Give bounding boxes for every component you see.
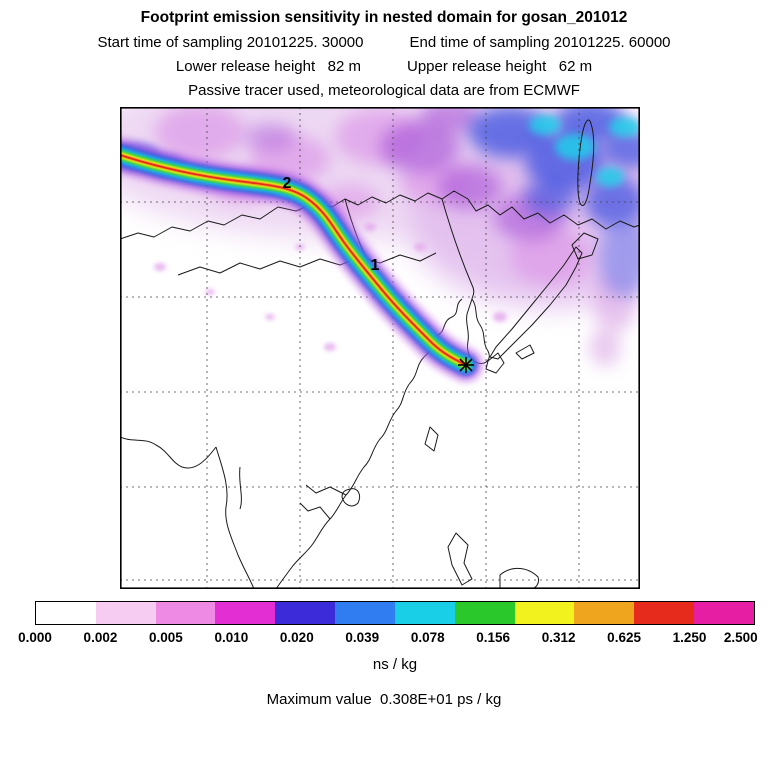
colorbar-units-label: ns / kg [372, 656, 418, 673]
sampling-times-line: Start time of sampling 20101225. 30000 E… [0, 34, 768, 51]
footprint-map: 2 1 [120, 107, 641, 589]
colorbar-segment [394, 602, 455, 624]
map-frame [120, 107, 641, 589]
figure: Footprint emission sensitivity in nested… [0, 9, 768, 708]
colorbar-tick-label: 0.010 [214, 630, 249, 645]
annotation-label-2: 2 [283, 175, 292, 192]
receptor-star-marker [458, 357, 474, 373]
sampling-end-text: End time of sampling 20101225. 60000 [409, 34, 671, 51]
lower-release-text: Lower release height 82 m [175, 58, 361, 75]
colorbar-segment [275, 602, 336, 624]
annotation-label-1: 1 [371, 257, 380, 274]
colorbar-tick-label: 0.156 [476, 630, 511, 645]
release-heights-line: Lower release height 82 m Upper release … [0, 58, 768, 75]
colorbar-tick-label: 0.020 [279, 630, 314, 645]
colorbar-segment [215, 602, 276, 624]
colorbar-segment [36, 602, 96, 624]
max-value-label: Maximum value 0.308E+01 ps / kg [266, 691, 502, 708]
colorbar-segment [95, 602, 156, 624]
colorbar-tick-label: 0.625 [607, 630, 641, 645]
colorbar-segment [634, 602, 695, 624]
colorbar-segment [574, 602, 635, 624]
colorbar-tick-label: 0.002 [83, 630, 118, 645]
colorbar-tick-label: 0.005 [149, 630, 183, 645]
colorbar-segment [514, 602, 575, 624]
colorbar-segment [335, 602, 395, 624]
colorbar-tick-label: 0.312 [541, 630, 576, 645]
diffuse-field [120, 107, 640, 367]
colorbar-wrap [35, 601, 755, 625]
upper-release-text: Upper release height 62 m [407, 58, 593, 75]
map-canvas: 2 1 [120, 107, 641, 589]
colorbar-tick-label: 0.000 [18, 630, 52, 645]
figure-title: Footprint emission sensitivity in nested… [140, 9, 628, 26]
colorbar-segment [454, 602, 515, 624]
coastlines [120, 119, 640, 589]
colorbar-segment [694, 602, 754, 624]
colorbar-tick-label: 1.250 [672, 630, 707, 645]
colorbar-tick-label: 0.039 [345, 630, 380, 645]
colorbar-tick-label: 0.078 [410, 630, 445, 645]
colorbar [35, 601, 755, 625]
sampling-start-text: Start time of sampling 20101225. 30000 [97, 34, 364, 51]
colorbar-labels: 0.000 0.002 0.005 0.010 0.020 0.039 0.078 0.156… [18, 630, 758, 648]
tracer-info-line: Passive tracer used, meteorological data… [188, 82, 580, 99]
colorbar-segment [155, 602, 216, 624]
colorbar-tick-label: 2.500 [723, 630, 758, 645]
